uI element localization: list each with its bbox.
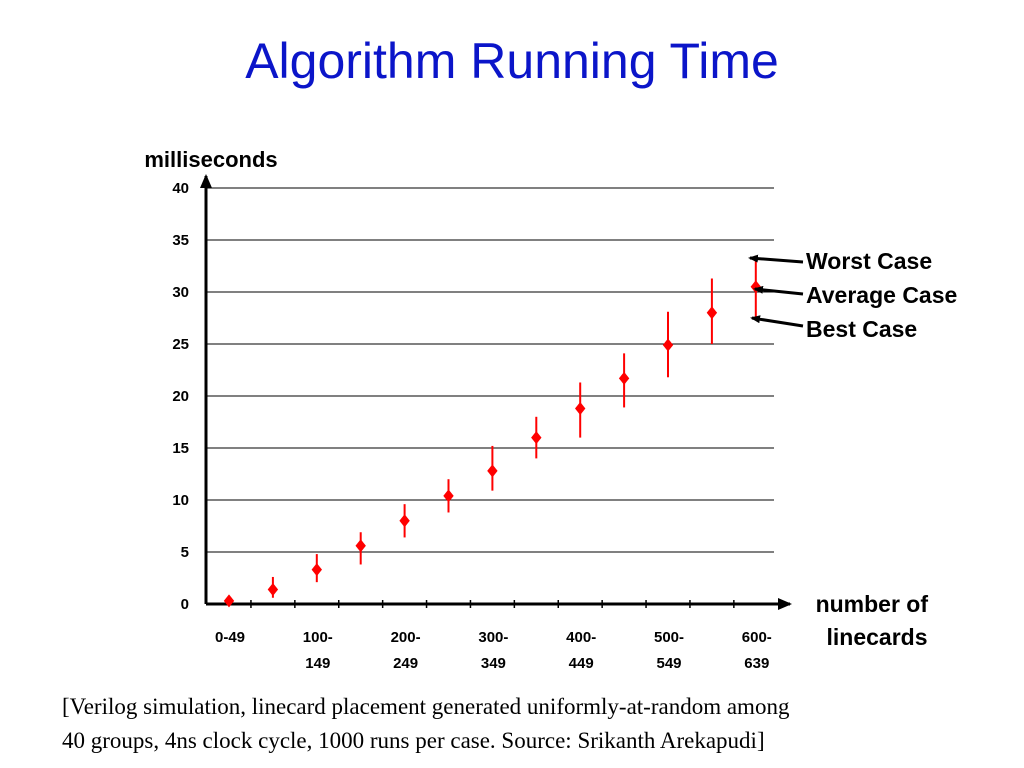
x-tick-label-line: 349 — [481, 655, 506, 672]
x-axis-title-line-2: linecards — [827, 624, 928, 650]
average-point — [618, 371, 630, 385]
x-tick-label-line: 300- — [478, 629, 508, 646]
average-case-arrow — [753, 285, 804, 296]
worst-case-label: Worst Case — [806, 248, 932, 274]
y-tick-labels: 0 5 10 15 20 25 30 35 40 — [172, 180, 189, 613]
average-case-label: Average Case — [806, 282, 957, 308]
x-tick-labels: 0-49 100- 149 200- 249 300- 349 400- 449 500- 549 6… — [215, 629, 772, 672]
x-tick-label-line: 100- — [303, 629, 333, 646]
average-point — [443, 489, 454, 503]
caption-line-2: 40 groups, 4ns clock cycle, 1000 runs pe… — [62, 728, 765, 753]
x-tick-label-line: 0-49 — [215, 629, 245, 646]
x-tick-label-line: 149 — [305, 655, 330, 672]
average-point — [267, 582, 279, 596]
x-tick-label-line: 500- — [654, 629, 684, 646]
caption-line-1: [Verilog simulation, linecard placement … — [62, 694, 790, 719]
average-point — [531, 431, 542, 445]
y-axis-title: milliseconds — [144, 147, 277, 172]
x-axis-title-line-1: number of — [816, 591, 929, 617]
y-tick-label: 35 — [172, 232, 189, 249]
average-point — [706, 306, 718, 320]
y-tick-label: 20 — [172, 388, 189, 405]
x-tick-label: 600- 639 — [742, 629, 772, 672]
average-point — [750, 280, 761, 294]
y-tick-label: 30 — [172, 284, 189, 301]
legend-annotations: Worst Case Average Case Best Case — [748, 248, 957, 342]
caption: [Verilog simulation, linecard placement … — [62, 690, 992, 758]
x-tick-label: 200- 249 — [391, 629, 421, 672]
x-tick-label: 400- 449 — [566, 629, 596, 672]
x-tick-label-line: 639 — [744, 655, 769, 672]
best-case-label: Best Case — [806, 316, 917, 342]
y-tick-label: 15 — [172, 440, 189, 457]
x-axis-title: number of linecards — [816, 591, 935, 650]
average-point — [487, 464, 498, 478]
data-points — [223, 255, 761, 608]
average-point — [311, 563, 322, 577]
x-tick-label-line: 249 — [393, 655, 418, 672]
x-tick-label-line: 200- — [391, 629, 421, 646]
average-point — [223, 594, 235, 608]
best-case-arrow — [750, 315, 804, 328]
y-tick-label: 10 — [172, 492, 189, 509]
gridlines — [206, 187, 774, 553]
x-tick-label: 0-49 — [215, 629, 245, 646]
y-tick-label: 40 — [172, 180, 189, 197]
x-tick-label-line: 549 — [656, 655, 681, 672]
x-tick-label-line: 449 — [569, 655, 594, 672]
average-point — [662, 338, 674, 352]
average-point — [355, 539, 366, 553]
y-tick-label: 25 — [172, 336, 189, 353]
x-tick-label-line: 600- — [742, 629, 772, 646]
y-tick-label: 0 — [181, 596, 189, 613]
average-point — [575, 401, 586, 415]
x-tick-label: 100- 149 — [303, 629, 333, 672]
worst-case-arrow — [748, 254, 804, 264]
slide-title: Algorithm Running Time — [245, 33, 779, 89]
y-tick-label: 5 — [181, 544, 189, 561]
x-tick-label: 500- 549 — [654, 629, 684, 672]
axes — [200, 174, 792, 610]
average-point — [399, 514, 410, 528]
x-tick-label: 300- 349 — [478, 629, 508, 672]
x-tick-label-line: 400- — [566, 629, 596, 646]
